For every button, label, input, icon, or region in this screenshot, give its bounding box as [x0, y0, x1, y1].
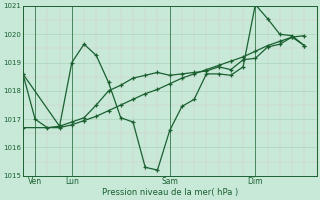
X-axis label: Pression niveau de la mer( hPa ): Pression niveau de la mer( hPa )	[101, 188, 238, 197]
